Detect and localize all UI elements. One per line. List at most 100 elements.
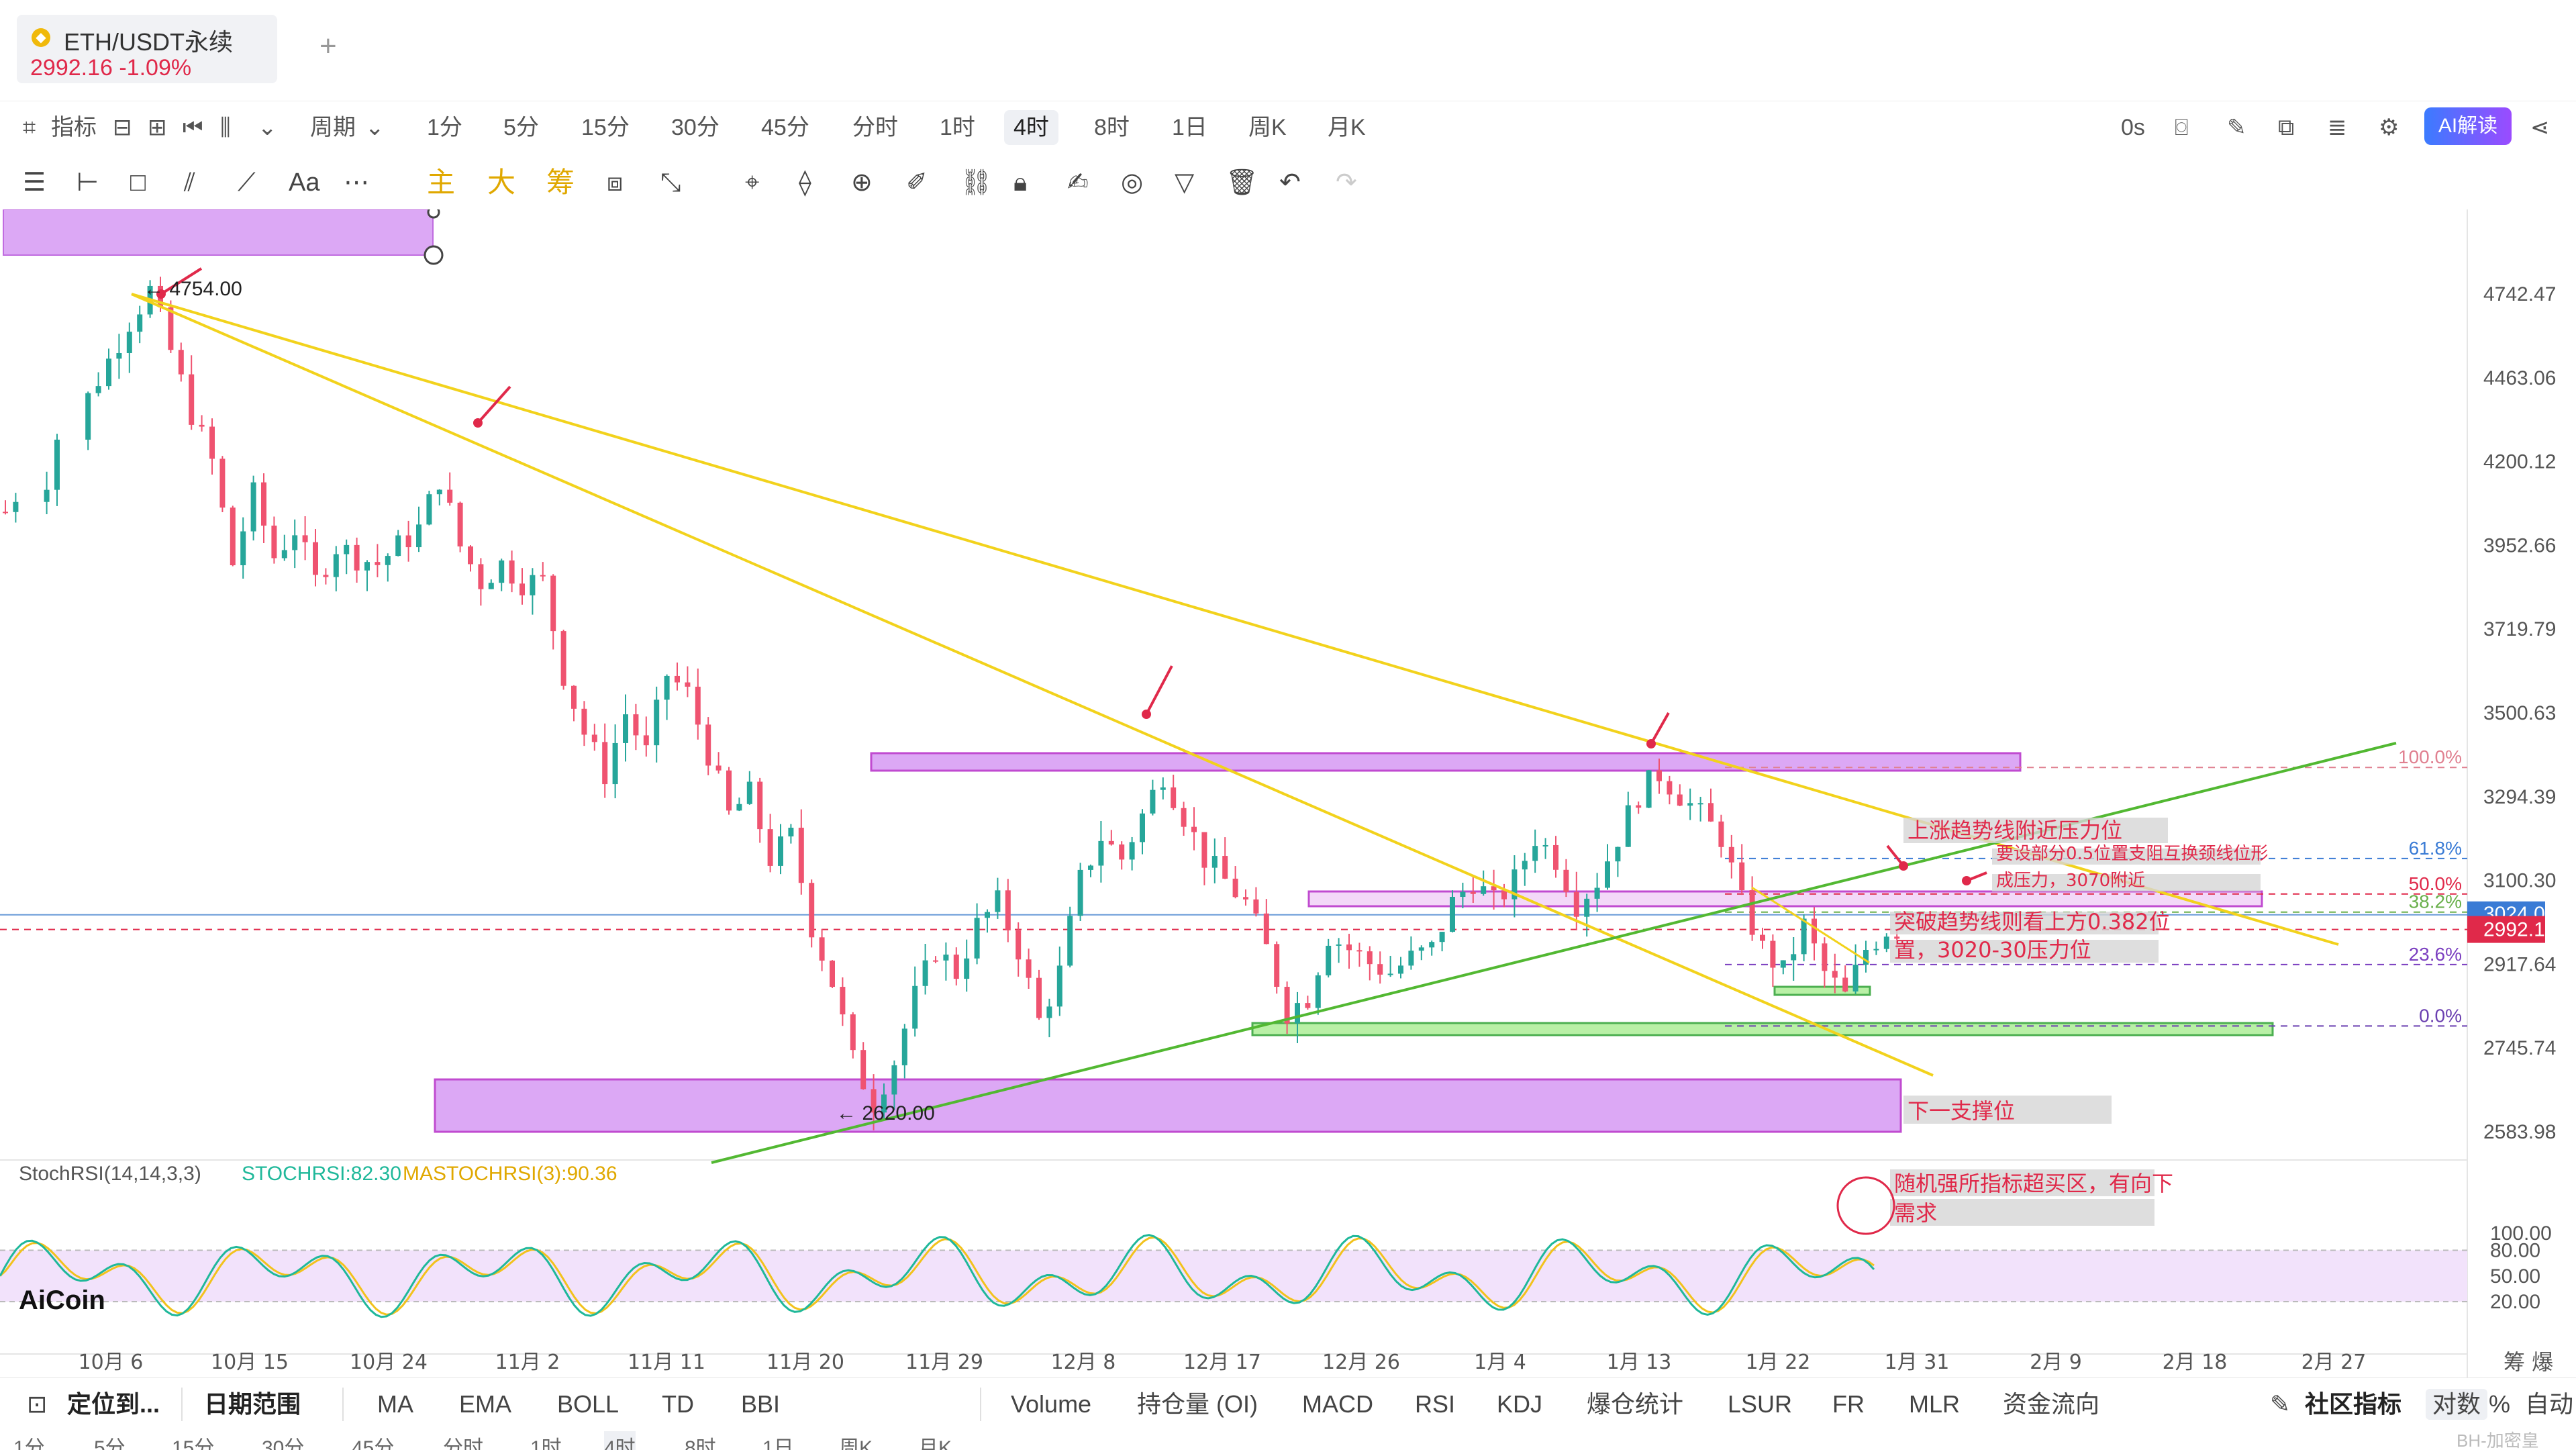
trash-icon[interactable]: 🗑︎ — [1226, 168, 1258, 197]
candle — [798, 828, 804, 883]
period-button[interactable]: 周期 — [310, 115, 356, 140]
indicator-volume[interactable]: Volume — [1011, 1390, 1092, 1418]
candle — [1222, 856, 1228, 879]
indicator-boll[interactable]: BOLL — [557, 1390, 620, 1418]
chips-chip[interactable]: 筹 — [546, 166, 575, 198]
trendline-icon[interactable]: ⟋ — [238, 168, 256, 197]
ai-interpret-button[interactable]: AI解读 — [2424, 107, 2512, 145]
add-tab-button[interactable]: + — [319, 30, 337, 62]
log-scale-toggle[interactable]: 对数 — [2426, 1389, 2488, 1420]
strip-item[interactable]: 周K — [839, 1437, 873, 1450]
locate-button[interactable]: 定位到... — [67, 1390, 160, 1418]
strip-item[interactable]: 分时 — [443, 1437, 483, 1450]
community-icon[interactable]: ✎ — [2270, 1390, 2291, 1418]
strip-item[interactable]: 1分 — [13, 1437, 45, 1450]
candle — [1284, 987, 1290, 1024]
rewind-icon[interactable]: ⏮ — [183, 115, 203, 140]
interval-1m[interactable]: 1分 — [427, 115, 462, 140]
locate-icon[interactable]: ⊡ — [27, 1390, 48, 1418]
grid-icon[interactable]: ⊞ — [148, 115, 167, 140]
big-chip[interactable]: 大 — [487, 166, 516, 198]
indicator-kdj[interactable]: KDJ — [1497, 1390, 1543, 1418]
hide-icon[interactable]: ◎ — [1121, 168, 1144, 197]
strip-item[interactable]: 5分 — [94, 1437, 126, 1450]
cursor-icon[interactable]: ⌖ — [745, 168, 760, 197]
ruler-icon[interactable]: ⟠ — [799, 168, 811, 197]
date-range-button[interactable]: 日期范围 — [204, 1390, 301, 1418]
indicator-lsur[interactable]: LSUR — [1728, 1390, 1793, 1418]
zoom-icon[interactable]: ⊕ — [851, 168, 873, 197]
redo-icon[interactable]: ↷ — [1336, 168, 1357, 197]
community-indicators[interactable]: 社区指标 — [2305, 1390, 2402, 1418]
lock-icon[interactable]: 🔒︎ — [1013, 168, 1028, 197]
interval-week[interactable]: 周K — [1248, 115, 1287, 140]
indicator-fr[interactable]: FR — [1832, 1390, 1865, 1418]
price-chart[interactable]: 100.0% 61.8% 50.0%38.2% 23.6% 0.0% ← 4754.00 ←… — [0, 209, 2576, 1377]
note-icon[interactable]: ⧉ — [2278, 115, 2295, 140]
pen-icon[interactable]: ✎ — [2227, 115, 2246, 140]
indicator-ma[interactable]: MA — [377, 1390, 413, 1418]
measure-icon[interactable]: ⤡ — [660, 168, 681, 197]
indicator-button[interactable]: 指标 — [51, 115, 97, 140]
indicator-oi[interactable]: 持仓量 (OI) — [1137, 1390, 1258, 1418]
drag-handle-icon[interactable] — [424, 245, 444, 265]
edit-icon[interactable]: ✍ — [1067, 168, 1089, 197]
auto-scale-toggle[interactable]: 自动 — [2525, 1390, 2574, 1418]
drag-handle-icon[interactable] — [427, 209, 440, 219]
interval-1d[interactable]: 1日 — [1172, 115, 1207, 140]
binance-logo-icon: ◆ — [32, 28, 50, 47]
settings-icon[interactable]: ⚙ — [2379, 115, 2399, 140]
list-icon[interactable]: ≣ — [2328, 115, 2347, 140]
menu-icon[interactable]: ☰ — [23, 168, 46, 197]
indicator-liquidation[interactable]: 爆仓统计 — [1587, 1390, 1684, 1418]
more-icon[interactable]: ⋯ — [344, 168, 369, 197]
camera-icon[interactable]: ⌼ — [2175, 115, 2189, 140]
strip-item[interactable]: 月K — [918, 1437, 952, 1450]
candle — [912, 985, 918, 1029]
interval-1h[interactable]: 1时 — [940, 115, 975, 140]
strip-item[interactable]: 30分 — [262, 1437, 305, 1450]
candle-type-icon[interactable]: ⫼ — [220, 115, 231, 140]
strip-item[interactable]: 1时 — [530, 1437, 562, 1450]
chevron-down-icon[interactable]: ⌄ — [365, 115, 385, 140]
layout-icon[interactable]: ⊟ — [113, 115, 132, 140]
magnet-icon[interactable]: ⧈ — [607, 168, 624, 197]
candle — [974, 918, 980, 959]
candle — [623, 714, 628, 743]
indicator-macd[interactable]: MACD — [1302, 1390, 1373, 1418]
channel-icon[interactable]: ⫽ — [184, 168, 195, 197]
undo-icon[interactable]: ↶ — [1279, 168, 1301, 197]
interval-45m[interactable]: 45分 — [761, 115, 809, 140]
percent-toggle[interactable]: % — [2489, 1390, 2511, 1418]
indicator-rsi[interactable]: RSI — [1415, 1390, 1456, 1418]
strip-item[interactable]: 15分 — [172, 1437, 215, 1450]
interval-5m[interactable]: 5分 — [503, 115, 539, 140]
indicator-mlr[interactable]: MLR — [1909, 1390, 1961, 1418]
indicator-fund-flow[interactable]: 资金流向 — [2003, 1390, 2100, 1418]
interval-15m[interactable]: 15分 — [581, 115, 630, 140]
strip-item[interactable]: 8时 — [685, 1437, 716, 1450]
interval-30m[interactable]: 30分 — [671, 115, 720, 140]
interval-8h[interactable]: 8时 — [1094, 115, 1130, 140]
strip-item[interactable]: 1日 — [762, 1437, 794, 1450]
interval-month[interactable]: 月K — [1328, 115, 1366, 140]
strip-item[interactable]: 45分 — [352, 1437, 395, 1450]
interval-timeline[interactable]: 分时 — [852, 115, 898, 140]
filter-icon[interactable]: ▽ — [1175, 168, 1195, 197]
rectangle-icon[interactable]: □ — [130, 168, 146, 197]
main-chip[interactable]: 主 — [427, 166, 456, 198]
chevron-down-icon[interactable]: ⌄ — [258, 115, 277, 140]
indicator-td[interactable]: TD — [662, 1390, 694, 1418]
brush-icon[interactable]: ✐ — [906, 168, 928, 197]
share-icon[interactable]: ⋖ — [2530, 115, 2550, 140]
text-tool[interactable]: Aa — [289, 168, 320, 197]
indicator-bbi[interactable]: BBI — [741, 1390, 781, 1418]
indicator-icon[interactable]: ⌗ — [23, 115, 36, 140]
indicator-ema[interactable]: EMA — [459, 1390, 512, 1418]
interval-4h[interactable]: 4时 — [1004, 110, 1058, 145]
candle — [860, 1050, 866, 1090]
link-icon[interactable]: ⛓ — [960, 168, 993, 197]
horizontal-line-icon[interactable]: ⊢ — [77, 168, 99, 197]
strip-item[interactable]: 4时 — [604, 1431, 636, 1450]
symbol-tab[interactable]: ◆ ETH/USDT永续 2992.16 -1.09% — [17, 15, 277, 83]
